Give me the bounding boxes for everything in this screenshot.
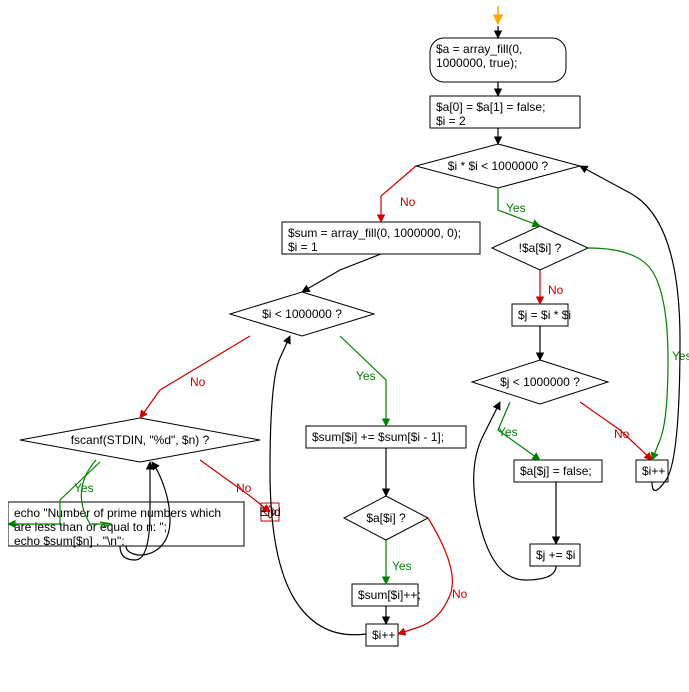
svg-text:$i * $i < 1000000 ?: $i * $i < 1000000 ? [448,159,549,173]
edge-18: No [398,518,468,634]
svg-text:$i < 1000000 ?: $i < 1000000 ? [262,307,342,321]
node-d6: $a[$i] ? [344,496,428,540]
edge-8: Yes [498,402,540,460]
edge-5: No [540,270,564,304]
node-d3: $i < 1000000 ? [230,292,374,336]
svg-text:$j < 1000000 ?: $j < 1000000 ? [500,375,580,389]
edge-3: No [381,166,416,222]
svg-text:are less than or equal to n: ": are less than or equal to n: "; [14,520,167,534]
svg-text:!$a[$i] ?: !$a[$i] ? [519,241,562,255]
svg-text:Yes: Yes [74,481,94,495]
svg-text:No: No [614,427,630,441]
node-d1: $i * $i < 1000000 ? [416,144,580,188]
svg-text:No: No [236,481,252,495]
svg-text:$sum[$i]++;: $sum[$i]++; [358,588,421,602]
edge-12 [580,166,680,491]
edge-17: Yes [386,540,412,584]
svg-text:$i = 2: $i = 2 [436,114,466,128]
svg-text:$i++: $i++ [642,464,665,478]
svg-text:1000000, true);: 1000000, true); [436,56,517,70]
svg-text:$a[0] = $a[1] = false;: $a[0] = $a[1] = false; [436,100,545,114]
svg-text:Yes: Yes [498,425,518,439]
svg-text:Yes: Yes [506,201,526,215]
svg-text:No: No [190,375,206,389]
svg-text:Yes: Yes [392,559,412,573]
svg-text:$i++: $i++ [372,628,395,642]
svg-text:No: No [400,195,416,209]
svg-text:End: End [259,505,280,519]
svg-text:fscanf(STDIN, "%d", $n) ?: fscanf(STDIN, "%d", $n) ? [71,433,210,447]
svg-text:$a = array_fill(0,: $a = array_fill(0, [436,42,522,56]
svg-text:No: No [452,587,468,601]
svg-text:No: No [548,283,564,297]
svg-text:$i = 1: $i = 1 [288,240,318,254]
svg-text:echo "Number of prime numbers: echo "Number of prime numbers which [14,506,221,520]
node-d2: !$a[$i] ? [492,226,588,270]
svg-text:$sum = array_fill(0, 1000000,: $sum = array_fill(0, 1000000, 0); [288,226,461,240]
edge-14: No [140,336,250,418]
node-d5: fscanf(STDIN, "%d", $n) ? [20,418,260,462]
svg-text:$j += $i: $j += $i [536,548,575,562]
svg-text:$a[$i] ?: $a[$i] ? [366,511,406,525]
edge-13 [302,254,381,292]
edge-9: No [580,402,652,460]
svg-text:Yes: Yes [356,369,376,383]
svg-text:$a[$j] = false;: $a[$j] = false; [520,464,592,478]
node-d4: $j < 1000000 ? [472,360,608,404]
edge-6: Yes [588,248,689,460]
svg-text:echo $sum[$n] . "\n";: echo $sum[$n] . "\n"; [14,534,125,548]
svg-text:$j = $i * $i: $j = $i * $i [518,308,571,322]
edge-15: Yes [340,336,386,426]
svg-text:$sum[$i] += $sum[$i - 1];: $sum[$i] += $sum[$i - 1]; [312,430,444,444]
edge-4: Yes [498,188,540,226]
